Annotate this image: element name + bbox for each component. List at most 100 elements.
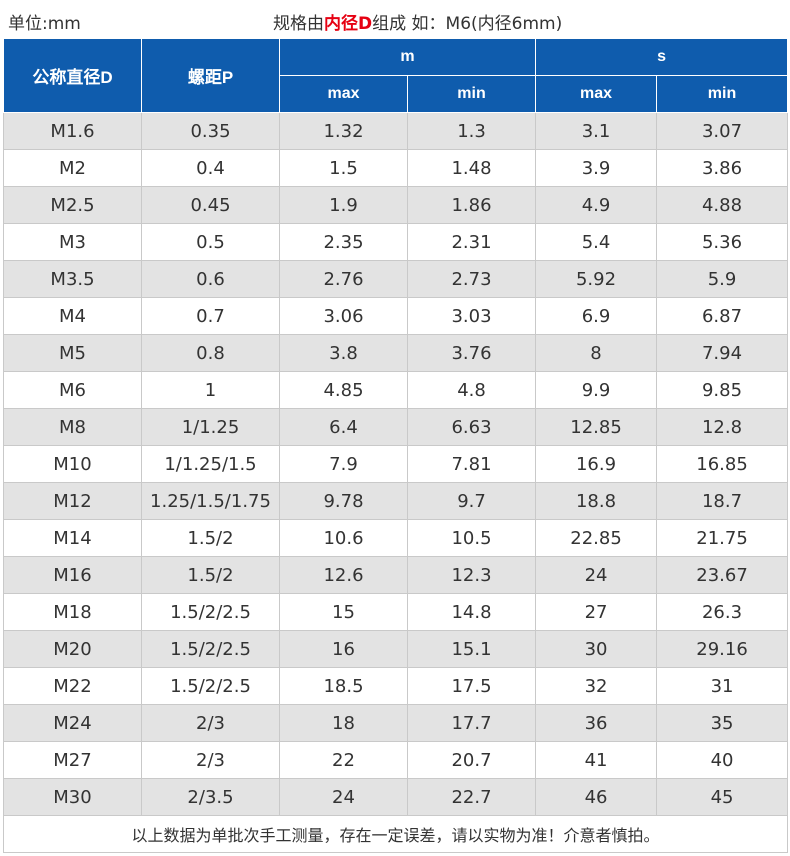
spec-suffix: 组成 如：M6(内径6mm)	[372, 14, 563, 34]
cell-s-min: 16.85	[656, 445, 789, 483]
cell-m-min: 6.63	[406, 408, 537, 446]
cell-s-min: 3.07	[656, 112, 789, 150]
unit-label: 单位:mm	[8, 14, 81, 34]
cell-pitch: 1.25/1.5/1.75	[141, 482, 280, 520]
cell-s-min: 45	[656, 778, 789, 816]
cell-m-min: 1.3	[406, 112, 537, 150]
cell-m-min: 3.03	[406, 297, 537, 335]
cell-pitch: 0.5	[141, 223, 280, 261]
cell-m-max: 1.9	[279, 186, 408, 224]
cell-m-max: 12.6	[279, 556, 408, 594]
cell-m-min: 14.8	[406, 593, 537, 631]
cell-s-min: 23.67	[656, 556, 789, 594]
cell-m-max: 3.8	[279, 334, 408, 372]
cell-m-min: 2.73	[406, 260, 537, 298]
cell-m-max: 18.5	[279, 667, 408, 705]
cell-m-max: 24	[279, 778, 408, 816]
table-row: M24 2/3 18 17.7 36 35	[3, 704, 789, 742]
cell-s-min: 3.86	[656, 149, 789, 187]
cell-m-min: 17.5	[406, 667, 537, 705]
cell-nominal-diameter: M1.6	[3, 112, 142, 150]
cell-s-max: 22.85	[535, 519, 658, 557]
cell-m-min: 2.31	[406, 223, 537, 261]
cell-nominal-diameter: M2.5	[3, 186, 142, 224]
cell-pitch: 1/1.25/1.5	[141, 445, 280, 483]
cell-m-min: 3.76	[406, 334, 537, 372]
header-nominal-diameter: 公称直径D	[3, 38, 142, 113]
cell-s-min: 4.88	[656, 186, 789, 224]
cell-s-min: 26.3	[656, 593, 789, 631]
table-row: M2 0.4 1.5 1.48 3.9 3.86	[3, 149, 789, 187]
cell-m-min: 4.8	[406, 371, 537, 409]
cell-s-max: 3.9	[535, 149, 658, 187]
header-s-min: min	[656, 75, 789, 113]
cell-s-max: 30	[535, 630, 658, 668]
cell-m-min: 12.3	[406, 556, 537, 594]
cell-m-max: 1.5	[279, 149, 408, 187]
cell-pitch: 2/3	[141, 741, 280, 779]
cell-m-min: 22.7	[406, 778, 537, 816]
cell-s-max: 12.85	[535, 408, 658, 446]
cell-m-max: 16	[279, 630, 408, 668]
cell-pitch: 0.7	[141, 297, 280, 335]
cell-s-max: 5.92	[535, 260, 658, 298]
cell-s-min: 35	[656, 704, 789, 742]
table-row: M5 0.8 3.8 3.76 8 7.94	[3, 334, 789, 372]
table-row: M3 0.5 2.35 2.31 5.4 5.36	[3, 223, 789, 261]
table-row: M6 1 4.85 4.8 9.9 9.85	[3, 371, 789, 409]
header-m-max: max	[279, 75, 408, 113]
cell-nominal-diameter: M16	[3, 556, 142, 594]
table-row: M22 1.5/2/2.5 18.5 17.5 32 31	[3, 667, 789, 705]
cell-pitch: 1.5/2/2.5	[141, 630, 280, 668]
cell-m-max: 3.06	[279, 297, 408, 335]
cell-s-max: 27	[535, 593, 658, 631]
cell-pitch: 2/3	[141, 704, 280, 742]
table-row: M16 1.5/2 12.6 12.3 24 23.67	[3, 556, 789, 594]
cell-s-min: 40	[656, 741, 789, 779]
header-pitch: 螺距P	[141, 38, 280, 113]
cell-s-max: 8	[535, 334, 658, 372]
cell-pitch: 1.5/2	[141, 519, 280, 557]
cell-pitch: 1	[141, 371, 280, 409]
cell-s-max: 36	[535, 704, 658, 742]
cell-nominal-diameter: M2	[3, 149, 142, 187]
table-row: M4 0.7 3.06 3.03 6.9 6.87	[3, 297, 789, 335]
cell-m-min: 17.7	[406, 704, 537, 742]
header-m-min: min	[406, 75, 537, 113]
spec-highlight: 内径D	[324, 14, 373, 34]
cell-m-min: 20.7	[406, 741, 537, 779]
table-row: M12 1.25/1.5/1.75 9.78 9.7 18.8 18.7	[3, 482, 789, 520]
cell-m-max: 18	[279, 704, 408, 742]
cell-s-max: 18.8	[535, 482, 658, 520]
spec-prefix: 规格由	[273, 14, 324, 34]
cell-pitch: 1.5/2/2.5	[141, 667, 280, 705]
header-group-m: m	[278, 38, 537, 76]
cell-nominal-diameter: M18	[3, 593, 142, 631]
cell-pitch: 0.8	[141, 334, 280, 372]
cell-s-min: 5.9	[656, 260, 789, 298]
cell-m-min: 15.1	[406, 630, 537, 668]
table-row: M27 2/3 22 20.7 41 40	[3, 741, 789, 779]
table-body: M1.6 0.35 1.32 1.3 3.1 3.07 M2 0.4 1.5 1.48 3.9 3.8…	[3, 112, 789, 816]
cell-pitch: 0.4	[141, 149, 280, 187]
table-row: M14 1.5/2 10.6 10.5 22.85 21.75	[3, 519, 789, 557]
cell-pitch: 1/1.25	[141, 408, 280, 446]
cell-pitch: 0.6	[141, 260, 280, 298]
table-row: M18 1.5/2/2.5 15 14.8 27 26.3	[3, 593, 789, 631]
cell-nominal-diameter: M14	[3, 519, 142, 557]
caption-bar: 单位:mm 规格由内径D组成 如：M6(内径6mm)	[0, 0, 790, 38]
cell-nominal-diameter: M20	[3, 630, 142, 668]
cell-m-max: 1.32	[279, 112, 408, 150]
cell-nominal-diameter: M5	[3, 334, 142, 372]
cell-nominal-diameter: M8	[3, 408, 142, 446]
cell-m-max: 4.85	[279, 371, 408, 409]
cell-m-max: 9.78	[279, 482, 408, 520]
cell-s-min: 6.87	[656, 297, 789, 335]
cell-nominal-diameter: M3.5	[3, 260, 142, 298]
cell-pitch: 2/3.5	[141, 778, 280, 816]
cell-s-min: 29.16	[656, 630, 789, 668]
cell-s-min: 18.7	[656, 482, 789, 520]
cell-s-max: 6.9	[535, 297, 658, 335]
cell-s-max: 9.9	[535, 371, 658, 409]
header-s-max: max	[535, 75, 658, 113]
